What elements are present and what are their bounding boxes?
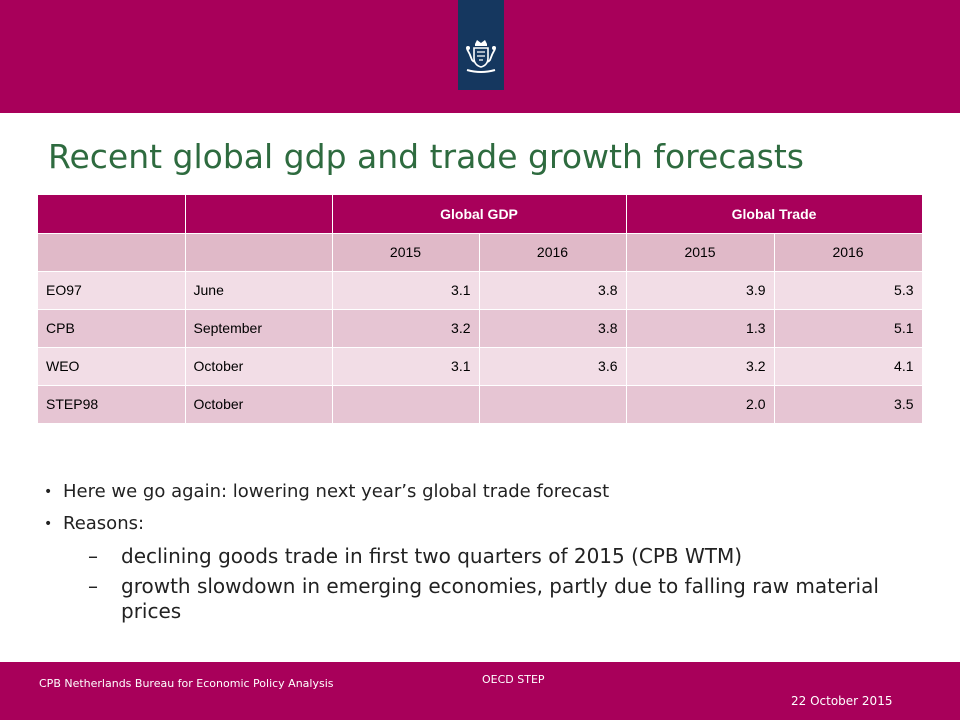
bullet-dot-icon: • bbox=[44, 516, 53, 532]
value-cell: 3.6 bbox=[479, 347, 627, 386]
bullet-item: • Reasons: bbox=[44, 512, 924, 536]
value-cell bbox=[479, 385, 627, 424]
source-cell: STEP98 bbox=[38, 385, 186, 424]
table-row: STEP98 October 2.0 3.5 bbox=[38, 385, 923, 424]
month-cell: October bbox=[185, 347, 333, 386]
dash-marker: – bbox=[88, 574, 98, 598]
bullet-item: • Here we go again: lowering next year’s… bbox=[44, 480, 924, 504]
forecast-table: Global GDP Global Trade 2015 2016 2015 2… bbox=[38, 195, 923, 424]
value-cell: 3.5 bbox=[774, 385, 923, 424]
year-cell: 2016 bbox=[479, 233, 627, 272]
header-global-gdp: Global GDP bbox=[332, 195, 627, 234]
sub-bullet-item: – declining goods trade in first two qua… bbox=[44, 544, 924, 569]
month-cell: October bbox=[185, 385, 333, 424]
slide-title: Recent global gdp and trade growth forec… bbox=[48, 137, 805, 176]
value-cell: 1.3 bbox=[626, 309, 775, 348]
footer-date: 22 October 2015 bbox=[791, 694, 893, 708]
value-cell bbox=[332, 385, 480, 424]
sub-bullet-text: declining goods trade in first two quart… bbox=[121, 544, 743, 568]
table-header-row: Global GDP Global Trade bbox=[38, 195, 923, 234]
year-cell bbox=[38, 233, 186, 272]
source-cell: EO97 bbox=[38, 271, 186, 310]
royal-coat-of-arms-icon bbox=[466, 40, 496, 73]
source-cell: WEO bbox=[38, 347, 186, 386]
sub-bullet-text: growth slowdown in emerging economies, p… bbox=[121, 574, 879, 623]
logo-ribbon bbox=[458, 0, 504, 90]
footer-organization: CPB Netherlands Bureau for Economic Poli… bbox=[39, 677, 334, 690]
year-cell: 2016 bbox=[774, 233, 923, 272]
source-cell: CPB bbox=[38, 309, 186, 348]
value-cell: 3.1 bbox=[332, 347, 480, 386]
year-cell: 2015 bbox=[332, 233, 480, 272]
value-cell: 3.9 bbox=[626, 271, 775, 310]
table-row: CPB September 3.2 3.8 1.3 5.1 bbox=[38, 309, 923, 348]
table-year-row: 2015 2016 2015 2016 bbox=[38, 233, 923, 272]
sub-bullet-item: – growth slowdown in emerging economies,… bbox=[44, 574, 924, 624]
footer-event: OECD STEP bbox=[482, 673, 545, 686]
bullet-list: • Here we go again: lowering next year’s… bbox=[44, 480, 924, 629]
value-cell: 3.8 bbox=[479, 309, 627, 348]
table-row: WEO October 3.1 3.6 3.2 4.1 bbox=[38, 347, 923, 386]
bullet-text: Here we go again: lowering next year’s g… bbox=[63, 481, 610, 502]
value-cell: 5.1 bbox=[774, 309, 923, 348]
footer-band: CPB Netherlands Bureau for Economic Poli… bbox=[0, 662, 960, 720]
header-cell bbox=[38, 195, 186, 234]
header-global-trade: Global Trade bbox=[626, 195, 923, 234]
dash-marker: – bbox=[88, 544, 98, 568]
bullet-text: Reasons: bbox=[63, 513, 145, 534]
value-cell: 4.1 bbox=[774, 347, 923, 386]
value-cell: 3.8 bbox=[479, 271, 627, 310]
header-band bbox=[0, 0, 960, 113]
value-cell: 3.2 bbox=[626, 347, 775, 386]
value-cell: 3.1 bbox=[332, 271, 480, 310]
header-cell bbox=[185, 195, 333, 234]
bullet-dot-icon: • bbox=[44, 484, 53, 500]
value-cell: 2.0 bbox=[626, 385, 775, 424]
year-cell bbox=[185, 233, 333, 272]
value-cell: 3.2 bbox=[332, 309, 480, 348]
year-cell: 2015 bbox=[626, 233, 775, 272]
month-cell: June bbox=[185, 271, 333, 310]
table-row: EO97 June 3.1 3.8 3.9 5.3 bbox=[38, 271, 923, 310]
month-cell: September bbox=[185, 309, 333, 348]
value-cell: 5.3 bbox=[774, 271, 923, 310]
